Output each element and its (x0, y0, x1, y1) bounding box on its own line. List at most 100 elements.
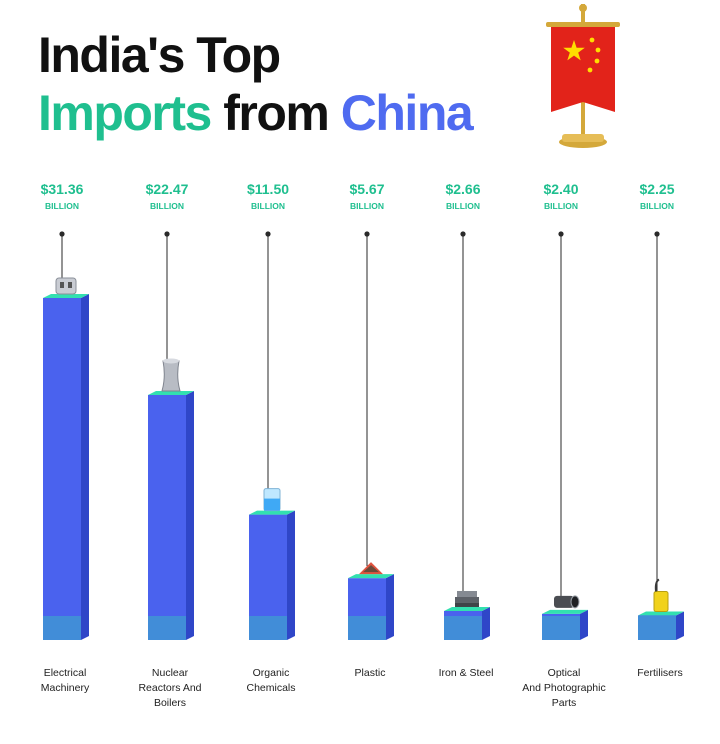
beaker-icon (263, 488, 281, 512)
bar (348, 578, 386, 640)
value-label: $5.67 (349, 181, 384, 197)
category-label: Optical (548, 667, 581, 679)
bar-side (386, 574, 394, 640)
bar-side (81, 294, 89, 640)
flag-small-star (595, 47, 601, 53)
unit-label: BILLION (150, 201, 184, 211)
leader-dot (654, 231, 660, 237)
cooling-tower-icon (161, 358, 181, 392)
bar-base-glow (444, 616, 482, 640)
steel-bar (457, 590, 477, 597)
leader-dot (59, 231, 65, 237)
bar-group-5: $2.66 BILLION Iron & Steel (439, 181, 494, 679)
bar-side (676, 611, 684, 640)
unit-label: BILLION (640, 201, 674, 211)
leader-dot (164, 231, 170, 237)
category-label: Organic (253, 667, 290, 679)
flag-pole-finial (579, 4, 587, 12)
bar-top (444, 606, 490, 611)
bar (638, 615, 676, 640)
bar-group-4: $5.67 BILLION Plastic (348, 181, 394, 679)
category-label: And Photographic (522, 682, 605, 694)
title-word-imports: Imports (38, 85, 212, 141)
bar-side (482, 606, 490, 640)
lens-body (554, 595, 574, 608)
value-label: $31.36 (41, 181, 84, 197)
tower-top (163, 358, 179, 364)
bar-side (287, 510, 295, 640)
bar-base-glow (542, 616, 580, 640)
bar-top (43, 294, 89, 298)
lens-glass (570, 595, 580, 609)
unit-label: BILLION (251, 201, 285, 211)
title-line-2: Imports from China (38, 85, 474, 141)
bar (542, 613, 580, 640)
category-label: Fertilisers (637, 667, 683, 679)
flag-banner (551, 27, 615, 112)
category-label: Chemicals (246, 682, 295, 694)
category-label: Boilers (154, 697, 186, 709)
bar-group-6: $2.40 BILLION Optical And Photographic Parts (522, 181, 605, 709)
bar-side (580, 609, 588, 640)
value-label: $2.40 (543, 181, 578, 197)
steel-bar (455, 602, 479, 607)
bar-side (186, 390, 194, 640)
china-flag-icon (546, 4, 620, 148)
value-label: $2.66 (445, 181, 480, 197)
plastic-inner (363, 565, 379, 573)
bar (249, 514, 287, 640)
bar-base-glow (43, 616, 81, 640)
flag-small-star (587, 67, 593, 73)
bar-base-glow (249, 616, 287, 640)
plug-pin (68, 282, 72, 288)
bar-base-glow (348, 616, 386, 640)
title-word-china: China (340, 85, 474, 141)
unit-label: BILLION (446, 201, 480, 211)
category-label: Nuclear (152, 667, 189, 679)
flag-base-top (562, 134, 604, 142)
bar-group-2: $22.47 BILLION Nuclear Reactors And Boilers (138, 181, 201, 709)
category-label: Iron & Steel (439, 667, 494, 679)
category-label: Plastic (355, 667, 386, 679)
plug-icon (55, 277, 77, 295)
unit-label: BILLION (350, 201, 384, 211)
steel-bar (455, 596, 479, 603)
category-label: Electrical (44, 667, 87, 679)
value-label: $11.50 (247, 181, 289, 197)
flag-small-star (594, 58, 600, 64)
category-label: Reactors And (138, 682, 201, 694)
leader-dot (460, 231, 466, 237)
plastic-sheet-icon (359, 562, 383, 575)
value-label: $2.25 (639, 181, 674, 197)
bar-top (348, 574, 394, 579)
bar-group-7: $2.25 BILLION Fertilisers (637, 181, 684, 679)
bar-top (148, 390, 194, 395)
bar (444, 610, 482, 640)
steel-bars-icon (455, 590, 479, 607)
bar-base-glow (148, 616, 186, 640)
unit-label: BILLION (544, 201, 578, 211)
leader-dot (558, 231, 564, 237)
tower-body (161, 360, 181, 392)
bar (43, 298, 81, 640)
leader-dot (265, 231, 271, 237)
value-label: $22.47 (146, 181, 189, 197)
bar-group-3: $11.50 BILLION Organic Chemicals (246, 181, 295, 694)
bar-top (638, 611, 684, 616)
flag-crossbar (546, 22, 620, 27)
leader-dot (364, 231, 370, 237)
bar-top (249, 510, 295, 515)
plug-pin (60, 282, 64, 288)
flag-small-star (589, 37, 595, 43)
can-body (653, 590, 669, 612)
bar-group-1: $31.36 BILLION Electrical Machinery (41, 181, 90, 694)
bar (148, 394, 186, 640)
title-word-from: from (223, 85, 330, 141)
title-line-1: India's Top (38, 27, 281, 83)
beaker-liquid (264, 498, 280, 511)
can-handle (654, 578, 660, 592)
fertiliser-can-icon (653, 578, 669, 612)
category-label: Parts (552, 697, 577, 709)
